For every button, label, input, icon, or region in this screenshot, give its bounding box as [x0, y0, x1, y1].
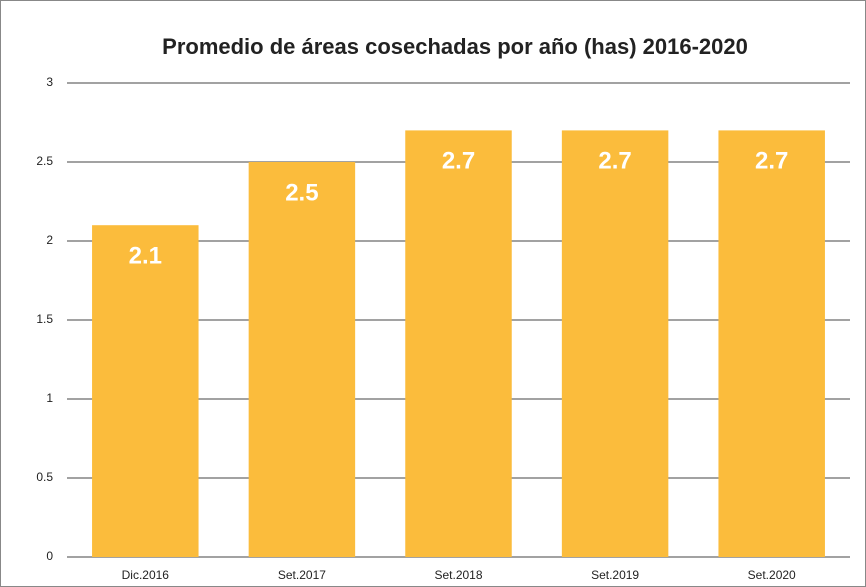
y-tick-label: 3 [46, 75, 53, 89]
data-label: 2.1 [129, 243, 162, 270]
x-tick-label: Set.2018 [434, 568, 482, 582]
bar [718, 130, 825, 557]
x-tick-label: Set.2019 [591, 568, 639, 582]
x-tick-label: Set.2017 [278, 568, 326, 582]
y-tick-label: 0.5 [36, 470, 53, 484]
chart-title: Promedio de áreas cosechadas por año (ha… [162, 34, 748, 59]
y-tick-label: 2 [46, 233, 53, 247]
y-tick-label: 1 [46, 391, 53, 405]
bar [561, 130, 669, 557]
x-tick-label: Set.2020 [748, 568, 796, 582]
bar [405, 130, 512, 557]
data-label: 2.7 [598, 148, 631, 175]
y-tick-label: 2.5 [36, 154, 53, 168]
data-label: 2.7 [442, 148, 475, 175]
data-label: 2.7 [755, 148, 788, 175]
data-label: 2.5 [285, 179, 318, 206]
x-tick-label: Dic.2016 [122, 568, 170, 582]
y-tick-label: 1.5 [36, 312, 53, 326]
y-tick-label: 0 [46, 549, 53, 563]
bar [248, 162, 356, 557]
bar [92, 225, 199, 557]
